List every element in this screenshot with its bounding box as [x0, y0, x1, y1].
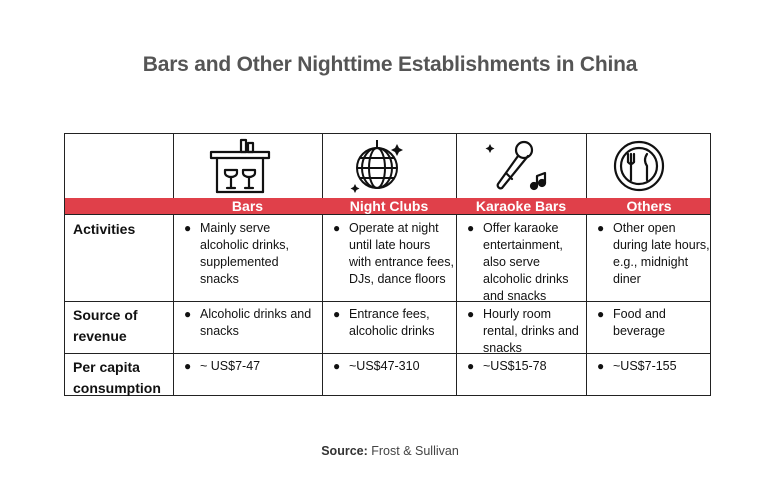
table-cell: ● Alcoholic drinks and snacks [184, 307, 312, 338]
table-cell: ● Hourly room rental, drinks and snacks [467, 307, 579, 355]
column-divider [322, 134, 323, 395]
disco-ball-icon [350, 140, 403, 193]
column-header-night-clubs: Night Clubs [349, 198, 429, 214]
bar-counter-icon [209, 138, 271, 194]
microphone-icon [485, 140, 547, 191]
comparison-table: Bars Night Clubs Karaoke Bars Others Act… [64, 133, 711, 396]
column-header-bars: Bars [231, 198, 264, 214]
table-cell: ● ~US$7-155 [597, 359, 677, 373]
table-cell: ● ~US$47-310 [333, 359, 420, 373]
table-cell: ● Mainly serve alcoholic drinks, suppleme… [184, 221, 289, 286]
column-divider [456, 134, 457, 395]
table-cell: ● ~ US$7-47 [184, 359, 261, 373]
row-label-consumption: Per capita consumption [73, 359, 161, 396]
plate-fork-knife-icon [613, 140, 665, 192]
header-band [65, 198, 710, 214]
column-divider [173, 134, 174, 395]
column-divider [586, 134, 587, 395]
column-header-others: Others [626, 198, 672, 214]
row-label-revenue: Source of revenue [73, 307, 138, 344]
page-title: Bars and Other Nighttime Establishments … [142, 53, 638, 76]
table-cell: ● Entrance fees, alcoholic drinks [333, 307, 435, 338]
table-cell: ● Food and beverage [597, 307, 666, 338]
row-label-activities: Activities [73, 221, 136, 237]
table-cell: ● ~US$15-78 [467, 359, 547, 373]
row-divider [65, 301, 710, 302]
row-divider [65, 214, 710, 215]
source-note: Source: Frost & Sullivan [321, 444, 459, 458]
column-header-karaoke-bars: Karaoke Bars [475, 198, 567, 214]
table-cell: ● Operate at night until late hours with … [333, 221, 454, 286]
table-cell: ● Other open during late hours, e.g., mid… [597, 221, 710, 286]
row-divider [65, 353, 710, 354]
table-cell: ● Offer karaoke entertainment, also serve… [467, 221, 569, 303]
